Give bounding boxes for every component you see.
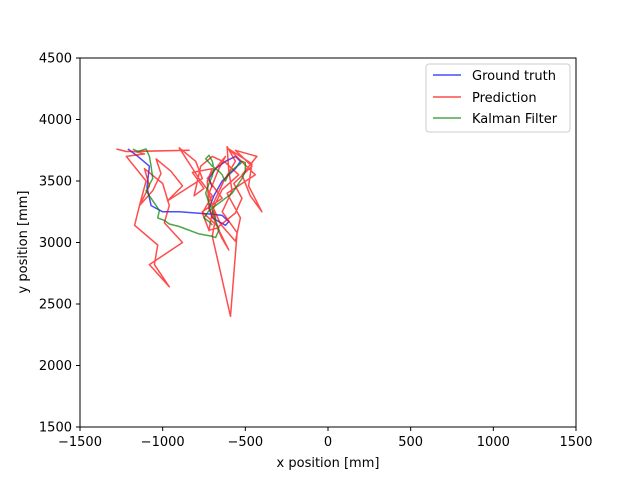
y-tick-label: 3500 <box>39 175 72 190</box>
series-line-ground-truth <box>127 148 242 227</box>
x-tick-label: −1000 <box>141 435 185 450</box>
x-axis-label: x position [mm] <box>277 456 380 471</box>
series-line-prediction <box>116 145 263 318</box>
y-axis: 1500 2000 2500 3000 3500 4000 4500 <box>39 52 80 436</box>
legend: Ground truth Prediction Kalman Filter <box>425 63 571 133</box>
x-tick-label: 1500 <box>559 435 592 450</box>
y-tick-label: 3000 <box>39 236 72 251</box>
series-line-kalman-filter <box>132 148 247 239</box>
x-tick-label: 1000 <box>477 435 510 450</box>
x-tick-label: 0 <box>324 435 332 450</box>
y-tick-label: 2500 <box>39 298 72 313</box>
y-axis-label: y position [mm] <box>16 191 31 294</box>
legend-box <box>425 63 571 133</box>
x-tick-label: −500 <box>227 435 263 450</box>
x-tick-label: 500 <box>398 435 423 450</box>
legend-label-ground-truth: Ground truth <box>472 69 556 84</box>
legend-label-kalman-filter: Kalman Filter <box>472 112 558 127</box>
y-tick-label: 4500 <box>39 52 72 67</box>
y-tick-label: 2000 <box>39 359 72 374</box>
legend-label-prediction: Prediction <box>472 91 537 106</box>
series-layer <box>116 145 263 318</box>
y-tick-label: 4000 <box>39 113 72 128</box>
x-tick-label: −1500 <box>58 435 102 450</box>
x-axis: −1500 −1000 −500 0 500 1000 1500 <box>58 427 593 450</box>
y-tick-label: 1500 <box>39 421 72 436</box>
